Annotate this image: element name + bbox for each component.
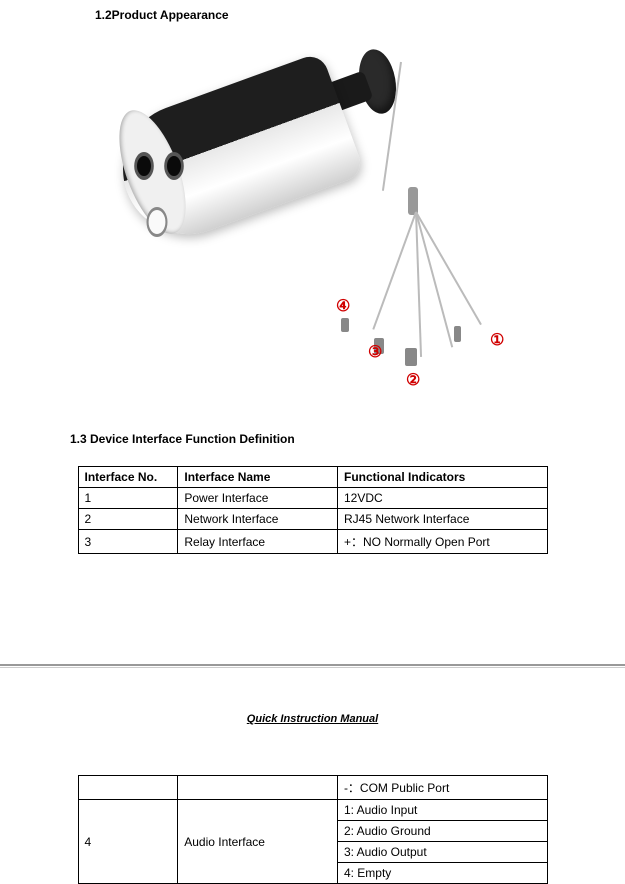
- cell-no: 2: [78, 509, 178, 530]
- table-row: 2 Network Interface RJ45 Network Interfa…: [78, 509, 547, 530]
- table-header-row: Interface No. Interface Name Functional …: [78, 467, 547, 488]
- product-figure: ① ② ③ ④: [40, 32, 585, 402]
- page-divider: [0, 664, 625, 668]
- connector-2: [405, 348, 417, 366]
- callout-2: ②: [406, 370, 420, 390]
- cell-no: 4: [78, 800, 178, 884]
- callout-1: ①: [490, 330, 504, 350]
- cell-name: Network Interface: [178, 509, 338, 530]
- cell-no: 1: [78, 488, 178, 509]
- connector-1: [454, 326, 461, 342]
- callout-4: ④: [336, 296, 350, 316]
- cell-func: RJ45 Network Interface: [338, 509, 548, 530]
- cable-branch-1: [372, 212, 417, 330]
- table-row: -：COM Public Port: [78, 776, 547, 800]
- sensor-ring: [147, 207, 168, 237]
- section-1-2-heading: 1.2Product Appearance: [95, 8, 585, 22]
- cell-func: +：NO Normally Open Port: [338, 530, 548, 554]
- cell-no: 3: [78, 530, 178, 554]
- table-row: 4 Audio Interface 1: Audio Input: [78, 800, 547, 821]
- cell-func: 2: Audio Ground: [337, 821, 547, 842]
- section-1-3-heading: 1.3 Device Interface Function Definition: [70, 432, 585, 446]
- interface-table-2: -：COM Public Port 4 Audio Interface 1: A…: [78, 775, 548, 884]
- cell-name: Power Interface: [178, 488, 338, 509]
- table-row: 1 Power Interface 12VDC: [78, 488, 547, 509]
- th-interface-name: Interface Name: [178, 467, 338, 488]
- cell-func: -：COM Public Port: [337, 776, 547, 800]
- cell-name: Relay Interface: [178, 530, 338, 554]
- cell-func: 4: Empty: [337, 863, 547, 884]
- callout-3: ③: [368, 342, 382, 362]
- cell-func: 12VDC: [338, 488, 548, 509]
- cell-name-empty: [178, 776, 338, 800]
- lens-left: [134, 152, 154, 180]
- th-functional-indicators: Functional Indicators: [338, 467, 548, 488]
- lens-right: [164, 152, 184, 180]
- cell-no-empty: [78, 776, 178, 800]
- cable-branch-4: [415, 212, 482, 326]
- connector-4: [341, 318, 349, 332]
- cell-func: 3: Audio Output: [337, 842, 547, 863]
- th-interface-no: Interface No.: [78, 467, 178, 488]
- interface-table-1: Interface No. Interface Name Functional …: [78, 466, 548, 554]
- cell-func: 1: Audio Input: [337, 800, 547, 821]
- table-row: 3 Relay Interface +：NO Normally Open Por…: [78, 530, 547, 554]
- cell-name: Audio Interface: [178, 800, 338, 884]
- manual-title: Quick Instruction Manual: [40, 713, 585, 725]
